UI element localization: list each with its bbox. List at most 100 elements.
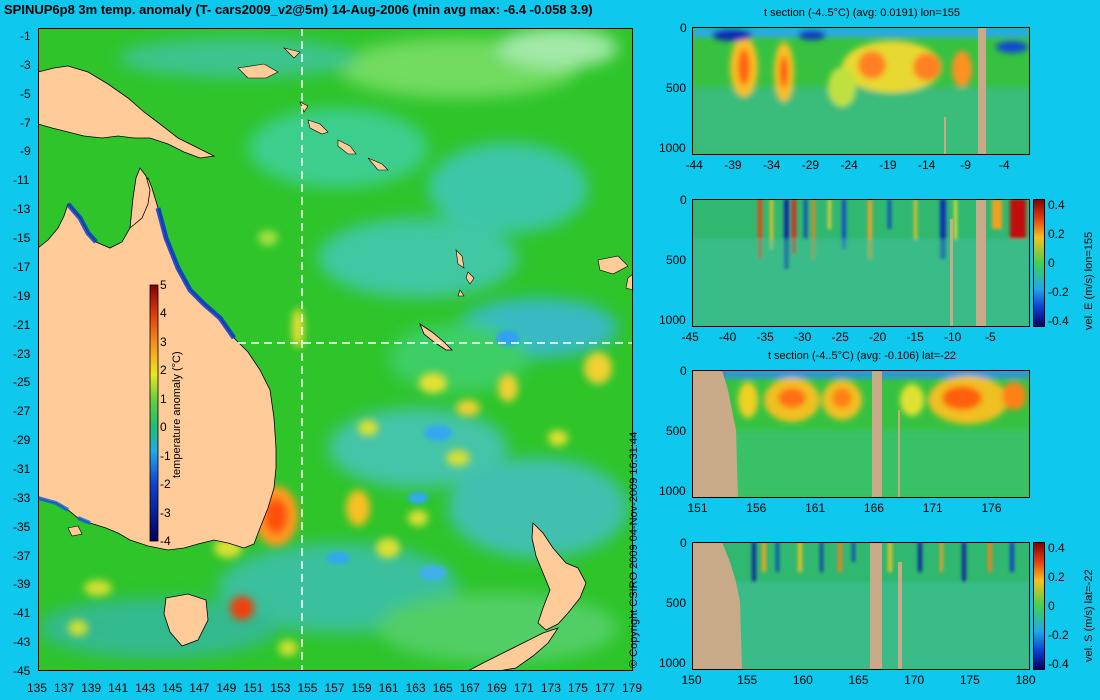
coastal-upwelling: [155, 207, 237, 340]
vel-e-panel: [692, 199, 1030, 327]
panel-x-tick: -30: [794, 330, 812, 344]
panel-colorbar-tick: 0: [1048, 256, 1055, 270]
lat-tick-label: -3: [20, 57, 31, 72]
panel-x-tick: 176: [981, 501, 1002, 515]
panel-y-tick: 0: [680, 364, 687, 378]
vel-s-colorbar: [1033, 542, 1045, 670]
lon-tick-label: 167: [459, 681, 480, 695]
panel-title-t-section-lat: t section (-4..5°C) (avg: -0.106) lat=-2…: [767, 350, 957, 362]
panel-y-tick: 1000: [659, 656, 686, 670]
new-zealand-south: [467, 627, 559, 671]
panel-y-tick: 0: [680, 536, 687, 550]
lon-tick-label: 139: [81, 681, 102, 695]
panel-x-tick: -39: [724, 158, 742, 172]
lon-tick-label: 169: [486, 681, 507, 695]
panel-x-tick: 151: [687, 501, 708, 515]
panel-x-tick: 156: [746, 501, 767, 515]
lat-tick-label: -5: [20, 86, 31, 101]
panel-x-tick: 180: [1015, 673, 1036, 687]
panel-y-tick: 1000: [659, 484, 686, 498]
panel-colorbar-tick: -0.2: [1048, 285, 1069, 299]
lon-tick-label: 175: [567, 681, 588, 695]
lon-tick-label: 145: [162, 681, 183, 695]
lon-tick-label: 149: [216, 681, 237, 695]
page-title: SPINUP6p8 3m temp. anomaly (T- cars2009_…: [4, 2, 593, 17]
panel-x-tick: -25: [831, 330, 849, 344]
map-colorbar-tick: 2: [160, 363, 167, 378]
map-frame: [38, 28, 633, 671]
panel-colorbar-tick: 0.2: [1048, 227, 1065, 241]
map-colorbar-tick: -2: [160, 477, 171, 492]
vel-e-colorbar-label: vel. E (m/s) lon=155: [1083, 231, 1095, 330]
map-colorbar-tick: 1: [160, 391, 167, 406]
panel-x-tick: -19: [879, 158, 897, 172]
map-colorbar-tick: 4: [160, 306, 167, 321]
new-guinea-landmass: [38, 65, 216, 159]
map-colorbar-tick: -4: [160, 534, 171, 548]
panel-x-tick: -40: [719, 330, 737, 344]
lon-tick-label: 165: [432, 681, 453, 695]
panel-y-tick: 1000: [659, 313, 686, 327]
panel-colorbar-tick: -0.4: [1048, 314, 1069, 328]
map-colorbar-label: temperature anomaly (°C): [171, 351, 183, 478]
panel-y-tick: 500: [666, 596, 687, 610]
lat-tick-label: -43: [13, 635, 31, 650]
panel-x-tick: -14: [918, 158, 936, 172]
vanuatu-islands: [455, 249, 475, 297]
panel-y-tick: 0: [680, 21, 687, 35]
lat-tick-label: -21: [13, 317, 31, 332]
map-colorbar-tick: 0: [160, 420, 167, 435]
lat-tick-label: -7: [20, 115, 31, 130]
map-colorbar-tick: -3: [160, 505, 171, 520]
panel-y-tick: 1000: [659, 141, 686, 155]
panel-y-tick: 500: [666, 253, 687, 267]
lat-tick-label: -23: [13, 346, 31, 361]
lon-tick-label: 141: [108, 681, 129, 695]
lat-tick-label: -45: [13, 664, 31, 678]
panel-x-tick: -10: [944, 330, 962, 344]
kangaroo-island: [67, 525, 83, 537]
solomon-islands: [299, 101, 389, 171]
panel-x-tick: -29: [801, 158, 820, 172]
panel-x-tick: 171: [922, 501, 943, 515]
lat-tick-label: -13: [13, 202, 31, 217]
lon-tick-label: 171: [513, 681, 534, 695]
lat-tick-label: -9: [20, 144, 31, 159]
panel-colorbar-tick: 0.4: [1048, 541, 1065, 555]
t-section-lat-panel: [692, 370, 1030, 498]
lat-tick-label: -37: [13, 548, 31, 563]
vel-e-colorbar: [1033, 199, 1045, 327]
lat-tick-label: -29: [13, 433, 31, 448]
panel-x-tick: -5: [985, 330, 996, 344]
coastal-upwelling-south: [38, 496, 91, 525]
panel-y-tick: 0: [680, 193, 687, 207]
lon-tick-label: 163: [405, 681, 426, 695]
lon-tick-label: 151: [243, 681, 264, 695]
panel-x-tick: -34: [763, 158, 781, 172]
panel-colorbar-tick: 0.4: [1048, 198, 1065, 212]
panel-x-tick: 166: [863, 501, 884, 515]
lon-tick-label: 137: [54, 681, 75, 695]
lon-tick-label: 179: [622, 681, 643, 695]
map-colorbar-tick: 3: [160, 334, 167, 349]
lon-tick-label: 173: [540, 681, 561, 695]
t-section-lon-panel: [692, 27, 1030, 155]
panel-colorbar-tick: -0.4: [1048, 657, 1069, 671]
map-colorbar: [149, 284, 159, 542]
panel-x-tick: -20: [869, 330, 887, 344]
lon-tick-label: 153: [270, 681, 291, 695]
lon-tick-label: 159: [351, 681, 372, 695]
cool-patches: [326, 330, 520, 581]
panel-colorbar-tick: 0: [1048, 599, 1055, 613]
lat-tick-label: -17: [13, 259, 31, 274]
lat-tick-label: -1: [20, 29, 31, 43]
coastal-upwelling-west: [66, 202, 98, 244]
map-colorbar-tick: 5: [160, 278, 167, 292]
panel-x-tick: -15: [906, 330, 924, 344]
panel-x-tick: 175: [959, 673, 980, 687]
lat-tick-label: -25: [13, 375, 31, 390]
lon-tick-label: 135: [27, 681, 48, 695]
panel-x-tick: -44: [685, 158, 703, 172]
new-britain: [237, 47, 301, 79]
panel-y-tick: 500: [666, 424, 687, 438]
